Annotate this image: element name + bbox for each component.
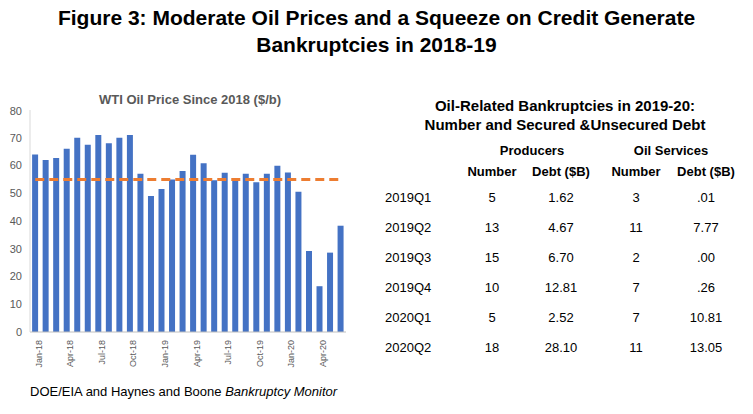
html-text:10.81: 10.81 xyxy=(689,309,723,325)
html-text:10: 10 xyxy=(484,279,500,295)
html-text:2020Q2: 2020Q2 xyxy=(385,339,432,355)
html-text:2.52: 2.52 xyxy=(548,309,574,325)
svg-text:60: 60 xyxy=(10,159,22,171)
html-text:4.67: 4.67 xyxy=(548,219,574,235)
svg-text:70: 70 xyxy=(10,132,22,144)
html-text:7.77: 7.77 xyxy=(693,219,719,235)
html-text:.00: .00 xyxy=(697,249,715,265)
html-text:15: 15 xyxy=(484,249,500,265)
svg-text:Oct-19: Oct-19 xyxy=(255,340,265,367)
html-text:Number: Number xyxy=(467,163,517,179)
svg-text:Apr-18: Apr-18 xyxy=(65,340,75,367)
svg-text:50: 50 xyxy=(10,187,22,199)
html-text:.26: .26 xyxy=(697,279,715,295)
html-text:2019Q2: 2019Q2 xyxy=(385,219,432,235)
html-text:Number: Number xyxy=(611,163,661,179)
html-text:2: 2 xyxy=(632,249,640,265)
svg-text:Jul-19: Jul-19 xyxy=(223,340,233,365)
html-text:.01: .01 xyxy=(697,189,715,205)
html-text:13.05: 13.05 xyxy=(689,339,723,355)
html-text:2019Q4: 2019Q4 xyxy=(385,279,432,295)
svg-text:40: 40 xyxy=(10,215,22,227)
svg-text:Jan-18: Jan-18 xyxy=(34,340,44,368)
svg-text:Apr-20: Apr-20 xyxy=(318,340,328,367)
html-text:2020Q1: 2020Q1 xyxy=(385,309,432,325)
html-text:Oil-Related Bankruptcies in 20: Oil-Related Bankruptcies in 2019-20: xyxy=(435,97,695,114)
html-text:1.62: 1.62 xyxy=(548,189,574,205)
html-text:3: 3 xyxy=(632,189,640,205)
html-text:Debt ($B): Debt ($B) xyxy=(532,163,590,179)
html-text:Number and Secured &Unsecured: Number and Secured &Unsecured Debt xyxy=(424,116,706,133)
html-text:7: 7 xyxy=(632,309,640,325)
html-text:5: 5 xyxy=(488,309,496,325)
svg-text:80: 80 xyxy=(10,105,22,117)
svg-text:Oct-18: Oct-18 xyxy=(128,340,138,367)
html-text:11: 11 xyxy=(629,339,643,355)
svg-text:Jan-19: Jan-19 xyxy=(160,340,170,368)
svg-text:30: 30 xyxy=(10,243,22,255)
html-text:6.70: 6.70 xyxy=(548,249,574,265)
svg-text:20: 20 xyxy=(10,270,22,282)
html-text:11: 11 xyxy=(629,219,643,235)
svg-text:Jul-18: Jul-18 xyxy=(97,340,107,365)
html-text:2019Q3: 2019Q3 xyxy=(385,249,432,265)
html-text:Producers: Producers xyxy=(499,142,565,158)
html-text:28.10: 28.10 xyxy=(544,339,578,355)
html-text:DOE/EIA and Haynes and Boone B: DOE/EIA and Haynes and Boone Bankruptcy … xyxy=(30,384,338,399)
html-text:Figure 3: Moderate Oil Prices: Figure 3: Moderate Oil Prices and a Sque… xyxy=(57,6,696,29)
html-text:12.81: 12.81 xyxy=(544,279,578,295)
html-text:Oil Services: Oil Services xyxy=(633,142,709,158)
svg-text:Jan-20: Jan-20 xyxy=(286,340,296,368)
html-text:7: 7 xyxy=(632,279,640,295)
html-text:2019Q1: 2019Q1 xyxy=(385,189,432,205)
html-text:WTI Oil Price Since 2018 ($/b): WTI Oil Price Since 2018 ($/b) xyxy=(99,92,281,107)
svg-text:Apr-19: Apr-19 xyxy=(192,340,202,367)
html-text:13: 13 xyxy=(484,219,500,235)
html-text:5: 5 xyxy=(488,189,496,205)
html-text:Bankruptcies in 2018-19: Bankruptcies in 2018-19 xyxy=(256,33,497,56)
svg-text:10: 10 xyxy=(10,298,22,310)
html-text:18: 18 xyxy=(484,339,500,355)
svg-text:0: 0 xyxy=(16,326,22,338)
html-text:Debt ($B): Debt ($B) xyxy=(677,163,735,179)
